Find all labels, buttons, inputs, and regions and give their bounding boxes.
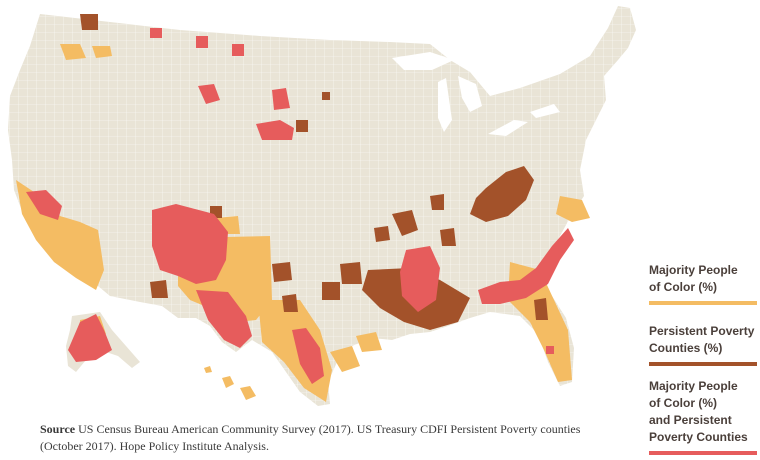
legend-item-both: Majority People of Color (%) and Persist… [649, 378, 757, 455]
legend-label-line3: and Persistent [649, 413, 732, 427]
legend-label-line1: Majority People [649, 263, 738, 277]
legend-label-line2: of Color (%) [649, 396, 717, 410]
legend-swatch-red [649, 451, 757, 455]
legend-swatch-brown [649, 362, 757, 366]
us-county-map [8, 6, 636, 406]
legend-label-line1: Majority People [649, 379, 738, 393]
source-text: US Census Bureau American Community Surv… [40, 422, 581, 453]
legend-label-line4: Poverty Counties [649, 430, 748, 444]
source-note: Source US Census Bureau American Communi… [40, 421, 600, 455]
legend-label-line2: Counties (%) [649, 341, 723, 355]
both-categories-regions [26, 28, 574, 384]
hawaii-shape [204, 366, 256, 400]
legend-item-persistent-poverty: Persistent Poverty Counties (%) [649, 323, 757, 366]
legend-swatch-yellow [649, 301, 757, 305]
great-lakes [392, 52, 560, 136]
legend-item-majority-people-of-color: Majority People of Color (%) [649, 262, 757, 305]
legend-label-line2: of Color (%) [649, 280, 717, 294]
source-label: Source [40, 422, 76, 436]
legend-label-line1: Persistent Poverty [649, 324, 755, 338]
